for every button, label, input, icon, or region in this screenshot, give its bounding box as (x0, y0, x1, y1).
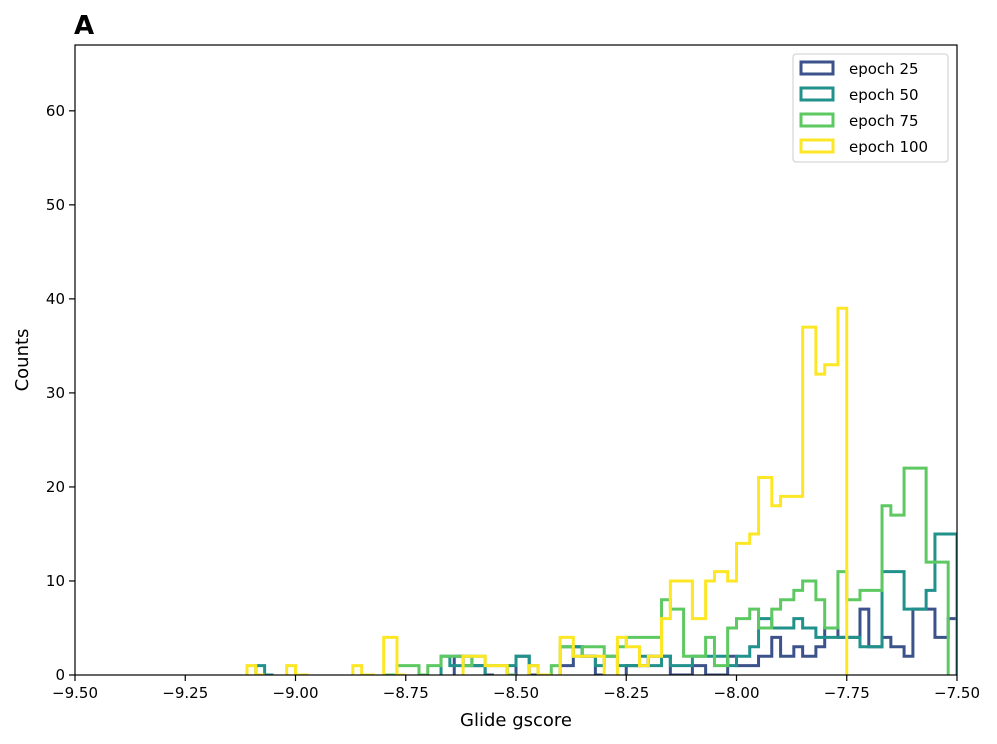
legend-label: epoch 50 (849, 86, 919, 104)
x-tick-label: −9.50 (52, 684, 98, 702)
legend-label: epoch 75 (849, 112, 919, 130)
y-tick-label: 30 (46, 384, 65, 402)
x-axis-title: Glide gscore (460, 710, 572, 731)
x-tick-label: −8.00 (714, 684, 760, 702)
series-group (245, 306, 957, 675)
x-tick-label: −7.50 (934, 684, 980, 702)
x-tick-label: −9.25 (162, 684, 208, 702)
y-tick-label: 10 (46, 572, 65, 590)
x-tick-label: −8.50 (493, 684, 539, 702)
y-tick-label: 0 (55, 666, 65, 684)
legend-label: epoch 25 (849, 60, 919, 78)
histogram-series-3 (383, 466, 950, 675)
x-tick-label: −8.75 (383, 684, 429, 702)
x-tick-label: −7.75 (824, 684, 870, 702)
legend-swatch (799, 138, 835, 154)
y-axis: 0 10 20 30 40 50 60 (46, 102, 75, 684)
legend-swatch (799, 112, 835, 128)
y-tick-label: 40 (46, 290, 65, 308)
y-axis-title: Counts (12, 329, 33, 392)
panel-label: A (74, 11, 94, 41)
x-tick-label: −8.25 (603, 684, 649, 702)
legend-swatch (799, 86, 835, 102)
legend-box (792, 53, 949, 163)
x-axis: −9.50 −9.25 −9.00 −8.75 −8.50 −8.25 −8.00 −7.75… (52, 675, 980, 702)
legend-label: epoch 100 (849, 138, 928, 156)
legend: epoch 25 epoch 50 epoch 75 epoch 100 (792, 53, 949, 163)
histogram-series-2 (254, 532, 957, 675)
y-tick-label: 20 (46, 478, 65, 496)
legend-swatch (799, 60, 835, 76)
y-tick-label: 60 (46, 102, 65, 120)
x-tick-label: −9.00 (273, 684, 319, 702)
y-tick-label: 50 (46, 196, 65, 214)
histogram-series-4 (245, 306, 849, 675)
